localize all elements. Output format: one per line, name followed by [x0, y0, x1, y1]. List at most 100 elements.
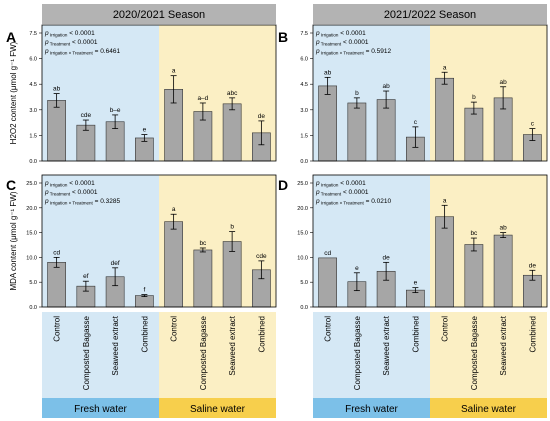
panel-frame — [41, 24, 277, 162]
fresh-label-background — [313, 312, 430, 398]
significance-letter: ab — [383, 83, 391, 90]
treatment-label: Control — [170, 316, 179, 342]
bar-fresh-4 — [135, 295, 154, 308]
panel-letter: A — [6, 29, 16, 45]
significance-letter: b–e — [110, 107, 121, 114]
y-tick-label: 5.0 — [29, 280, 37, 286]
bar-fresh-3 — [376, 99, 396, 162]
y-tick-label: 4.5 — [29, 82, 37, 88]
p-value-line: p Irrigation < 0.0001 — [44, 30, 95, 38]
panel-a: 0.0 1.5 3.0 4.5 6.0 7.5 H2O2 content (μmol g⁻¹… — [6, 24, 277, 165]
panels: 0.0 1.5 3.0 4.5 6.0 7.5 H2O2 content (μmol g⁻¹… — [6, 24, 548, 311]
treatment-label: Seaweed extract — [111, 315, 120, 375]
significance-letter: b — [472, 94, 476, 101]
y-tick-label: 4.5 — [300, 82, 308, 88]
panel-frame — [312, 174, 548, 308]
bar-saline-2 — [464, 244, 484, 308]
bar-saline-2 — [464, 107, 484, 162]
significance-letter: f — [143, 287, 145, 294]
treatment-label: Composted Bagasse — [199, 315, 208, 390]
y-axis-label: H2O2 content (μmol g⁻¹ FW) — [9, 41, 18, 144]
treatment-label: Composted Bagasse — [470, 315, 479, 390]
y-tick-label: 5.0 — [300, 280, 308, 286]
treatment-label: Composted Bagasse — [82, 315, 91, 390]
fresh-water-band — [313, 398, 430, 418]
bar-saline-1 — [435, 216, 454, 308]
saline-water-band — [430, 398, 547, 418]
significance-letter: e — [143, 127, 147, 134]
y-tick-label: 25.0 — [26, 181, 37, 187]
saline-label-background — [159, 312, 276, 398]
significance-letter: a — [443, 64, 447, 71]
season-header-right: 2021/2022 Season — [384, 9, 476, 21]
y-tick-label: 15.0 — [297, 231, 308, 237]
significance-letter: a — [172, 206, 176, 213]
significance-letter: bc — [470, 230, 478, 237]
fresh-water-label: Fresh water — [345, 404, 398, 415]
treatment-label: Composted Bagasse — [353, 315, 362, 390]
y-axis-label: MDA content (μmol g⁻¹ FW) — [9, 191, 18, 290]
significance-letter: a — [172, 68, 176, 75]
significance-letter: de — [258, 113, 266, 120]
y-tick-label: 0.0 — [29, 159, 37, 165]
y-tick-label: 10.0 — [26, 255, 37, 261]
y-tick-label: 7.5 — [29, 31, 37, 37]
treatment-label: Seaweed extract — [499, 315, 508, 375]
y-tick-label: 0.0 — [300, 305, 308, 311]
significance-letter: bc — [199, 240, 207, 247]
bar-saline-3 — [493, 234, 513, 308]
panel-frame — [41, 174, 277, 308]
y-tick-label: 0.0 — [29, 305, 37, 311]
significance-letter: b — [355, 90, 359, 97]
y-tick-label: 1.5 — [29, 133, 37, 139]
season-header-bar-left — [42, 4, 276, 24]
treatment-label: Control — [324, 316, 333, 342]
y-tick-label: 3.0 — [300, 108, 308, 114]
y-tick-label: 20.0 — [297, 206, 308, 212]
panel-d: 0.0 5.0 10.0 15.0 20.0 25.0 cd e de e a bc ab de p Irr… — [278, 174, 548, 311]
treatment-label: Seaweed extract — [382, 315, 391, 375]
panel-letter: D — [278, 177, 288, 193]
significance-letter: e — [414, 280, 418, 287]
bar-fresh-1 — [318, 85, 337, 162]
significance-letter: ab — [500, 79, 508, 86]
p-value-line: p Irrigation × Treatment = 0.3285 — [44, 198, 120, 206]
y-tick-label: 15.0 — [26, 231, 37, 237]
significance-letter: ab — [324, 69, 332, 76]
treatment-label: Combined — [257, 316, 266, 352]
panel-frame — [312, 24, 548, 162]
treatment-label: Combined — [140, 316, 149, 352]
significance-letter: a–d — [197, 95, 208, 102]
significance-letter: c — [414, 119, 418, 126]
bar-saline-1 — [435, 77, 454, 162]
y-tick-label: 10.0 — [297, 255, 308, 261]
saline-label-background — [430, 312, 547, 398]
y-tick-label: 3.0 — [29, 108, 37, 114]
significance-letter: cd — [324, 250, 331, 257]
bar-fresh-1 — [47, 262, 66, 308]
p-value-line: p Irrigation < 0.0001 — [315, 30, 366, 38]
significance-letter: ab — [53, 86, 61, 93]
p-value-line: p Treatment < 0.0001 — [315, 39, 369, 47]
significance-letter: abc — [227, 90, 238, 97]
p-value-line: p Treatment < 0.0001 — [44, 189, 98, 197]
p-value-line: p Irrigation < 0.0001 — [315, 180, 366, 188]
saline-water-label: Saline water — [190, 404, 246, 415]
bar-saline-2 — [193, 249, 213, 308]
treatment-label: Control — [53, 316, 62, 342]
bar-saline-1 — [164, 221, 183, 308]
significance-letter: ab — [500, 225, 508, 232]
saline-water-band — [159, 398, 276, 418]
significance-letter: a — [443, 197, 447, 204]
significance-letter: cd — [53, 249, 60, 256]
bar-fresh-1 — [318, 257, 337, 308]
y-tick-label: 7.5 — [300, 31, 308, 37]
p-value-line: p Irrigation × Treatment = 0.5912 — [315, 48, 391, 56]
y-tick-label: 20.0 — [26, 206, 37, 212]
significance-letter: c — [531, 121, 535, 128]
y-tick-label: 6.0 — [29, 57, 37, 63]
y-tick-label: 6.0 — [300, 57, 308, 63]
significance-letter: e — [355, 265, 359, 272]
